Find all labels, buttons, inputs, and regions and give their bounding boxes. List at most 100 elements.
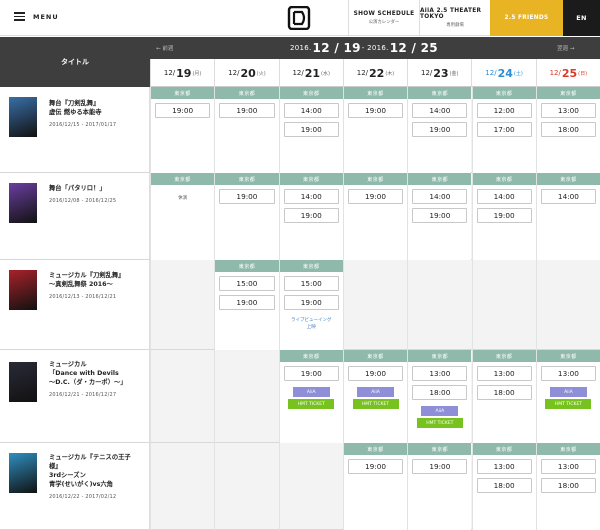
day-month: 12/ (356, 69, 368, 77)
live-viewing-link[interactable]: ライブビューイング 上映 (280, 317, 343, 331)
show-poster[interactable] (9, 97, 37, 137)
next-week-button[interactable]: 翌週 → (557, 46, 575, 52)
show-row: ミュージカル『刀剣乱舞』 〜真剣乱舞祭 2016〜 2016/12/13 - 20… (0, 260, 600, 350)
performance-time-slot[interactable]: 19:00 (347, 459, 404, 474)
performance-time-slot[interactable]: 18:00 (476, 478, 532, 493)
day-number: 19 (176, 66, 192, 80)
venue-label: 東京都 (536, 87, 600, 99)
nav-show-schedule[interactable]: SHOW SCHEDULE 公演カレンダー (348, 0, 419, 36)
day-header-25: 12/25 (日) (535, 59, 600, 87)
performance-time-slot[interactable]: 19:00 (219, 295, 275, 310)
performance-time-slot[interactable]: 19:00 (155, 103, 211, 118)
show-title[interactable]: ミュージカル 「Dance with Devils 〜D.C.（ダ・カーポ）〜」 (49, 360, 144, 387)
performance-time-slot[interactable]: 14:00 (283, 189, 339, 204)
performance-time-slot[interactable]: 15:00 (283, 276, 339, 291)
performance-time-slot[interactable]: 14:00 (476, 189, 532, 204)
show-title[interactable]: ミュージカル『テニスの王子 様』 3rdシーズン 青学(せいがく)vs六角 (49, 453, 144, 490)
performance-time-slot[interactable]: 18:00 (476, 385, 532, 400)
performance-time-slot[interactable]: 19:00 (412, 459, 468, 474)
performance-time-slot[interactable]: 19:00 (412, 122, 468, 137)
nav-sub: 専用劇場 (446, 23, 464, 28)
schedule-cell: 東京都 19:00 AiiA HMT TICKET (278, 350, 343, 443)
range-year: 2016. (290, 44, 312, 52)
schedule-cell: 東京都 14:00 19:00 (278, 173, 343, 260)
performance-time-slot[interactable]: 19:00 (347, 189, 404, 204)
performance-time-slot[interactable]: 13:00 (476, 459, 532, 474)
performance-time-slot[interactable]: 13:00 (476, 366, 532, 381)
venue-label: 東京都 (408, 173, 472, 185)
prev-week-button[interactable]: ← 前週 (156, 46, 174, 52)
empty-cell (342, 260, 407, 350)
hmt-ticket-button[interactable]: HMT TICKET (288, 399, 335, 409)
day-month: 12/ (163, 69, 176, 77)
performance-time-slot[interactable]: 19:00 (219, 103, 275, 118)
performance-time-slot[interactable]: 13:00 (540, 366, 597, 381)
menu-button[interactable]: MENU (14, 12, 59, 21)
venue-label: 東京都 (279, 87, 343, 99)
performance-time-slot[interactable]: 15:00 (219, 276, 275, 291)
hmt-ticket-button[interactable]: HMT TICKET (416, 418, 463, 428)
show-info: ミュージカル 「Dance with Devils 〜D.C.（ダ・カーポ）〜」 2… (0, 350, 150, 442)
schedule-cell: 東京都 13:00 18:00 (535, 87, 600, 173)
performance-time-slot[interactable]: 13:00 (412, 366, 468, 381)
hmt-ticket-button[interactable]: HMT TICKET (352, 399, 399, 409)
aiia-button[interactable]: AiiA (292, 387, 330, 397)
schedule-cell: 東京都 13:00 18:00 (471, 350, 536, 443)
performance-time-slot[interactable]: 19:00 (347, 366, 404, 381)
venue-label: 東京都 (343, 87, 408, 99)
performance-time-slot[interactable]: 14:00 (412, 189, 468, 204)
performance-time-slot[interactable]: 19:00 (283, 208, 339, 223)
venue-label: 東京都 (343, 350, 408, 362)
show-poster[interactable] (9, 183, 37, 223)
site-logo[interactable] (287, 6, 311, 30)
show-poster[interactable] (9, 270, 37, 310)
day-month: 12/ (549, 69, 561, 77)
performance-time-slot[interactable]: 19:00 (283, 295, 339, 310)
show-dates: 2016/12/21 - 2016/12/27 (49, 392, 117, 398)
performance-time-slot[interactable]: 14:00 (283, 103, 339, 118)
hmt-ticket-button[interactable]: HMT TICKET (545, 399, 592, 409)
show-info: ミュージカル『テニスの王子 様』 3rdシーズン 青学(せいがく)vs六角 2016/… (0, 443, 150, 529)
show-title[interactable]: ミュージカル『刀剣乱舞』 〜真剣乱舞祭 2016〜 (49, 271, 144, 289)
schedule-cell: 東京都 19:00 AiiA HMT TICKET (342, 350, 408, 443)
performance-time-slot[interactable]: 12:00 (476, 103, 532, 118)
show-poster[interactable] (9, 453, 37, 493)
nav-aiia-theater[interactable]: AiiA 2.5 THEATER TOKYO 専用劇場 (419, 0, 490, 36)
day-month: 12/ (228, 69, 240, 77)
empty-cell (535, 260, 600, 350)
schedule-cell: 東京都 19:00 (342, 443, 408, 530)
day-number: 25 (561, 66, 578, 80)
show-poster[interactable] (9, 362, 37, 402)
performance-time-slot[interactable]: 14:00 (540, 189, 597, 204)
performance-time-slot[interactable]: 18:00 (540, 122, 597, 137)
performance-time-slot[interactable]: 19:00 (283, 366, 339, 381)
performance-time-slot[interactable]: 19:00 (347, 103, 404, 118)
performance-time-slot[interactable]: 17:00 (476, 122, 532, 137)
performance-time-slot[interactable]: 13:00 (540, 103, 597, 118)
performance-time-slot[interactable]: 18:00 (540, 478, 597, 493)
schedule-cell: 東京都 13:00 18:00 AiiA HMT TICKET (407, 350, 472, 443)
show-title-line: 3rdシーズン (49, 472, 86, 480)
aiia-button[interactable]: AiiA (421, 406, 459, 416)
show-title-line: 「Dance with Devils (49, 370, 119, 378)
performance-time-slot[interactable]: 19:00 (476, 208, 532, 223)
performance-time-slot[interactable]: 13:00 (540, 459, 597, 474)
performance-time-slot[interactable]: 18:00 (412, 385, 468, 400)
aiia-button[interactable]: AiiA (357, 387, 395, 397)
day-weekday: (木) (385, 70, 395, 77)
show-title-line: 舞台『刀剣乱舞』 (49, 100, 100, 107)
schedule-cell: 東京都 19:00 (342, 87, 408, 173)
performance-time-slot[interactable]: 19:00 (219, 189, 275, 204)
show-title[interactable]: 舞台『刀剣乱舞』 虚伝 燃ゆる本能寺 (49, 99, 144, 117)
show-dates: 2016/12/08 - 2016/12/25 (49, 198, 117, 204)
performance-time-slot[interactable]: 19:00 (283, 122, 339, 137)
nav-language-en[interactable]: EN (563, 0, 600, 36)
venue-label: 東京都 (472, 443, 536, 455)
venue-label: 東京都 (408, 87, 472, 99)
schedule-cell: 東京都 12:00 17:00 (471, 87, 536, 173)
performance-time-slot[interactable]: 14:00 (412, 103, 468, 118)
performance-time-slot[interactable]: 19:00 (412, 208, 468, 223)
nav-friends[interactable]: 2.5 FRIENDS (490, 0, 563, 36)
aiia-button[interactable]: AiiA (549, 387, 587, 397)
show-title[interactable]: 舞台「パタリロ！」 (49, 184, 144, 193)
